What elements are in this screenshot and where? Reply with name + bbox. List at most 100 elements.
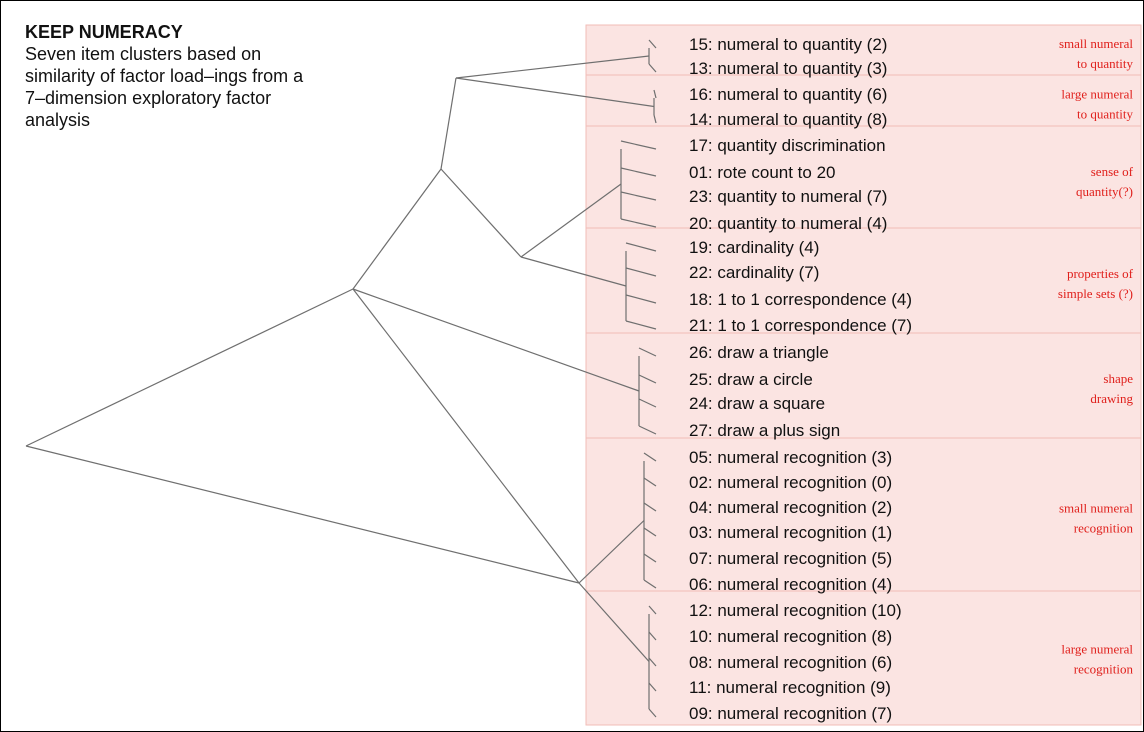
cluster-label: sense of quantity(?): [1076, 164, 1134, 199]
cluster-label-line: properties of: [1067, 266, 1134, 281]
cluster-boxes: [585, 24, 1142, 726]
leaf-branch: [643, 553, 657, 563]
item-label: 07: numeral recognition (5): [689, 549, 892, 568]
root-branch: [25, 445, 580, 584]
join-branch: [352, 288, 580, 584]
leaf-branch: [643, 579, 657, 589]
cluster-label-line: large numeral: [1061, 642, 1133, 657]
cluster-box: [585, 227, 1142, 338]
cluster-label-line: to quantity: [1077, 107, 1133, 122]
item-label: 09: numeral recognition (7): [689, 704, 892, 723]
cluster-label-line: large numeral: [1061, 87, 1133, 102]
cluster-label: properties of simple sets (?): [1058, 266, 1134, 301]
item-label: 05: numeral recognition (3): [689, 448, 892, 467]
figure-title: KEEP NUMERACY: [25, 22, 183, 42]
cluster-label: large numeral to quantity: [1061, 87, 1133, 122]
cluster-box: [585, 437, 1142, 597]
figure-heading: KEEP NUMERACY Seven item clusters based …: [25, 21, 325, 131]
leaf-branch: [643, 477, 657, 487]
join-branch: [440, 77, 457, 170]
item-label: 19: cardinality (4): [689, 238, 819, 257]
item-label: 10: numeral recognition (8): [689, 627, 892, 646]
leaf-branch: [648, 631, 657, 641]
dendrogram-branches: [25, 39, 657, 718]
leaf-branch: [638, 347, 657, 357]
item-label: 12: numeral recognition (10): [689, 601, 902, 620]
leaf-branch: [638, 425, 657, 435]
item-label: 26: draw a triangle: [689, 343, 829, 362]
leaf-branch: [648, 63, 657, 73]
root-branch: [25, 288, 354, 447]
leaf-branch: [620, 140, 657, 150]
leaf-branch: [648, 605, 657, 615]
cluster-label-line: small numeral: [1059, 501, 1133, 516]
cluster-label-line: simple sets (?): [1058, 286, 1133, 301]
item-label: 14: numeral to quantity (8): [689, 110, 887, 129]
leaf-branch: [648, 682, 657, 692]
leaf-branch: [625, 294, 657, 304]
item-label: 24: draw a square: [689, 394, 825, 413]
cluster-label: small numeral to quantity: [1059, 36, 1134, 71]
join-branch: [440, 168, 522, 258]
cluster-label-line: recognition: [1074, 521, 1134, 536]
cluster-box: [585, 332, 1142, 443]
item-label: 04: numeral recognition (2): [689, 498, 892, 517]
item-label: 23: quantity to numeral (7): [689, 187, 887, 206]
item-label: 25: draw a circle: [689, 370, 813, 389]
item-label: 11: numeral recognition (9): [689, 678, 891, 697]
item-label: 03: numeral recognition (1): [689, 523, 892, 542]
item-label: 01: rote count to 20: [689, 163, 836, 182]
cluster-label: shape drawing: [1090, 371, 1133, 406]
join-branch: [520, 183, 622, 258]
cluster-label-line: sense of: [1091, 164, 1134, 179]
item-label: 06: numeral recognition (4): [689, 575, 892, 594]
cluster-label-line: drawing: [1090, 391, 1133, 406]
leaf-branch: [620, 167, 657, 177]
leaf-branch: [643, 452, 657, 462]
leaf-branch: [643, 502, 657, 512]
join-branch: [455, 55, 650, 79]
item-label: 20: quantity to numeral (4): [689, 214, 887, 233]
cluster-label: large numeral recognition: [1061, 642, 1133, 677]
leaf-branch: [620, 218, 657, 228]
leaf-branch: [648, 657, 657, 667]
leaf-branch: [643, 527, 657, 537]
item-label: 16: numeral to quantity (6): [689, 85, 887, 104]
leaf-branch: [620, 191, 657, 201]
leaf-branch: [625, 242, 657, 252]
item-label: 22: cardinality (7): [689, 263, 819, 282]
figure-description: Seven item clusters based on similarity …: [25, 44, 304, 130]
join-branch: [520, 256, 627, 287]
join-branch: [578, 582, 650, 662]
item-label: 02: numeral recognition (0): [689, 473, 892, 492]
item-label: 15: numeral to quantity (2): [689, 35, 887, 54]
leaf-branch: [653, 89, 657, 99]
cluster-labels: small numeral to quantity large numeral to …: [1058, 36, 1134, 677]
leaf-branch: [648, 39, 657, 49]
cluster-label: small numeral recognition: [1059, 501, 1134, 536]
join-branch: [578, 520, 645, 584]
cluster-box: [585, 590, 1142, 726]
cluster-box: [585, 125, 1142, 236]
item-label: 08: numeral recognition (6): [689, 653, 892, 672]
leaf-branch: [638, 398, 657, 408]
leaf-branch: [653, 114, 657, 124]
item-label: 13: numeral to quantity (3): [689, 59, 887, 78]
item-label: 18: 1 to 1 correspondence (4): [689, 290, 912, 309]
join-branch: [455, 77, 655, 108]
join-branch: [352, 288, 640, 392]
item-labels: 15: numeral to quantity (2) 13: numeral t…: [689, 35, 912, 723]
leaf-branch: [625, 320, 657, 330]
leaf-branch: [625, 267, 657, 277]
cluster-label-line: quantity(?): [1076, 184, 1133, 199]
cluster-label-line: shape: [1103, 371, 1133, 386]
cluster-label-line: recognition: [1074, 662, 1134, 677]
item-label: 17: quantity discrimination: [689, 136, 886, 155]
cluster-box: [585, 74, 1142, 132]
cluster-label-line: to quantity: [1077, 56, 1133, 71]
cluster-label-line: small numeral: [1059, 36, 1133, 51]
join-branch: [352, 168, 442, 290]
leaf-branch: [638, 374, 657, 384]
